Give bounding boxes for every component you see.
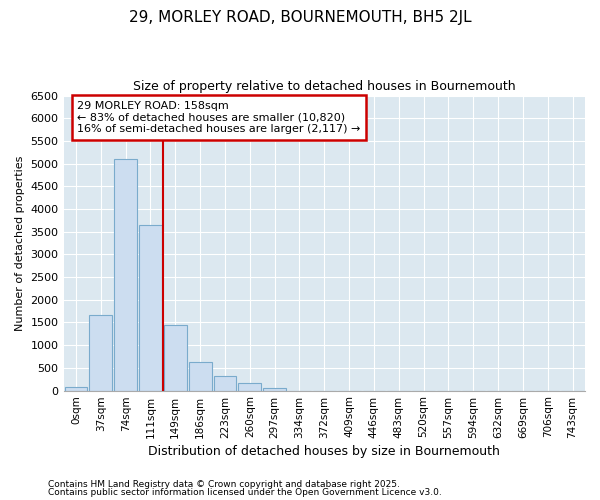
Bar bbox=[263, 388, 286, 390]
Bar bbox=[114, 159, 137, 390]
Bar bbox=[139, 225, 162, 390]
Text: 29, MORLEY ROAD, BOURNEMOUTH, BH5 2JL: 29, MORLEY ROAD, BOURNEMOUTH, BH5 2JL bbox=[128, 10, 472, 25]
Bar bbox=[238, 384, 261, 390]
Title: Size of property relative to detached houses in Bournemouth: Size of property relative to detached ho… bbox=[133, 80, 515, 93]
Bar bbox=[65, 388, 88, 390]
Bar bbox=[214, 376, 236, 390]
Y-axis label: Number of detached properties: Number of detached properties bbox=[15, 156, 25, 330]
Bar bbox=[164, 325, 187, 390]
X-axis label: Distribution of detached houses by size in Bournemouth: Distribution of detached houses by size … bbox=[148, 444, 500, 458]
Text: 29 MORLEY ROAD: 158sqm
← 83% of detached houses are smaller (10,820)
16% of semi: 29 MORLEY ROAD: 158sqm ← 83% of detached… bbox=[77, 101, 361, 134]
Text: Contains public sector information licensed under the Open Government Licence v3: Contains public sector information licen… bbox=[48, 488, 442, 497]
Bar bbox=[89, 315, 112, 390]
Bar bbox=[188, 362, 212, 390]
Text: Contains HM Land Registry data © Crown copyright and database right 2025.: Contains HM Land Registry data © Crown c… bbox=[48, 480, 400, 489]
